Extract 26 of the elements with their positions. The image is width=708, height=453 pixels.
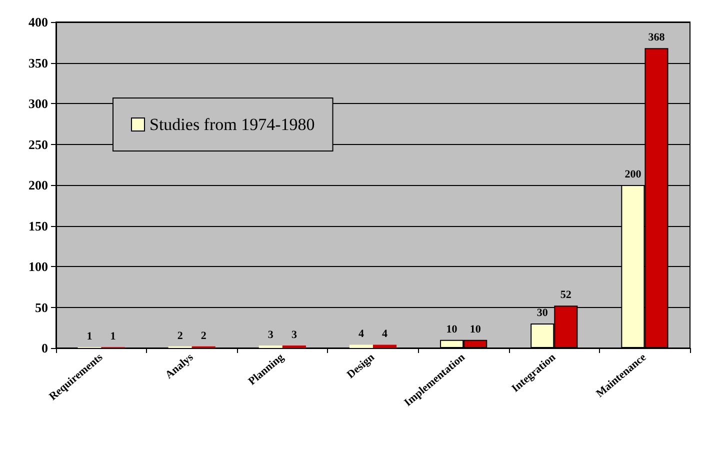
data-label: 1 [86, 330, 92, 343]
y-tick-label: 250 [28, 136, 48, 152]
data-label: 3 [268, 329, 274, 342]
y-tick-label: 150 [28, 218, 48, 234]
data-label: 10 [470, 323, 482, 336]
data-label: 30 [536, 307, 548, 320]
y-tick-label: 300 [28, 96, 48, 111]
data-label: 200 [624, 168, 642, 180]
y-tick-label: 350 [28, 55, 48, 70]
data-label: 4 [382, 328, 388, 340]
bar [349, 344, 373, 348]
data-label: 2 [200, 330, 207, 342]
data-label: 368 [648, 32, 666, 44]
bar [373, 344, 397, 348]
y-tick-label: 50 [35, 300, 48, 315]
data-label: 4 [358, 328, 364, 340]
y-tick-label: 0 [42, 340, 48, 356]
data-label: 2 [177, 330, 184, 342]
data-label: 1 [110, 330, 116, 343]
data-label: 3 [291, 329, 298, 342]
y-tick-label: 100 [28, 259, 48, 274]
data-label: 52 [560, 289, 572, 302]
y-tick-label: 400 [28, 14, 48, 30]
data-label: 10 [446, 323, 458, 336]
y-tick-label: 200 [28, 178, 48, 192]
legend-label: Studies from 1974-1980 [150, 115, 315, 134]
